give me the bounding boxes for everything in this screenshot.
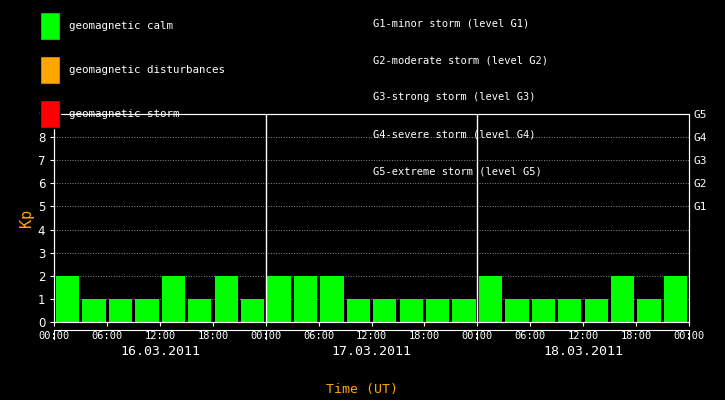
Bar (136, 299, 159, 322)
Text: Time (UT): Time (UT) (326, 383, 399, 396)
Text: 16.03.2011: 16.03.2011 (120, 345, 200, 358)
Bar (109, 299, 132, 322)
Text: G3-strong storm (level G3): G3-strong storm (level G3) (373, 92, 536, 102)
Text: geomagnetic calm: geomagnetic calm (69, 21, 173, 31)
Bar (268, 276, 291, 322)
Bar (452, 299, 476, 322)
Text: 17.03.2011: 17.03.2011 (331, 345, 412, 358)
Bar (558, 299, 581, 322)
Bar (373, 299, 397, 322)
Bar (505, 299, 529, 322)
Text: geomagnetic storm: geomagnetic storm (69, 109, 179, 119)
Bar (399, 299, 423, 322)
Bar (690, 299, 713, 322)
Text: geomagnetic disturbances: geomagnetic disturbances (69, 65, 225, 75)
Text: G2-moderate storm (level G2): G2-moderate storm (level G2) (373, 55, 548, 65)
Bar (664, 276, 687, 322)
Text: 18.03.2011: 18.03.2011 (543, 345, 623, 358)
Text: G5-extreme storm (level G5): G5-extreme storm (level G5) (373, 167, 542, 177)
Bar (584, 299, 608, 322)
Bar (56, 276, 79, 322)
Bar (188, 299, 212, 322)
Bar (637, 299, 660, 322)
Bar (162, 276, 185, 322)
Bar (215, 276, 238, 322)
Bar (241, 299, 264, 322)
Bar (294, 276, 317, 322)
Bar (347, 299, 370, 322)
Bar (83, 299, 106, 322)
Bar (320, 276, 344, 322)
Bar (426, 299, 450, 322)
Text: G1-minor storm (level G1): G1-minor storm (level G1) (373, 18, 530, 28)
Text: G4-severe storm (level G4): G4-severe storm (level G4) (373, 130, 536, 140)
Bar (611, 276, 634, 322)
Bar (479, 276, 502, 322)
Y-axis label: Kp: Kp (19, 209, 33, 227)
Bar (531, 299, 555, 322)
